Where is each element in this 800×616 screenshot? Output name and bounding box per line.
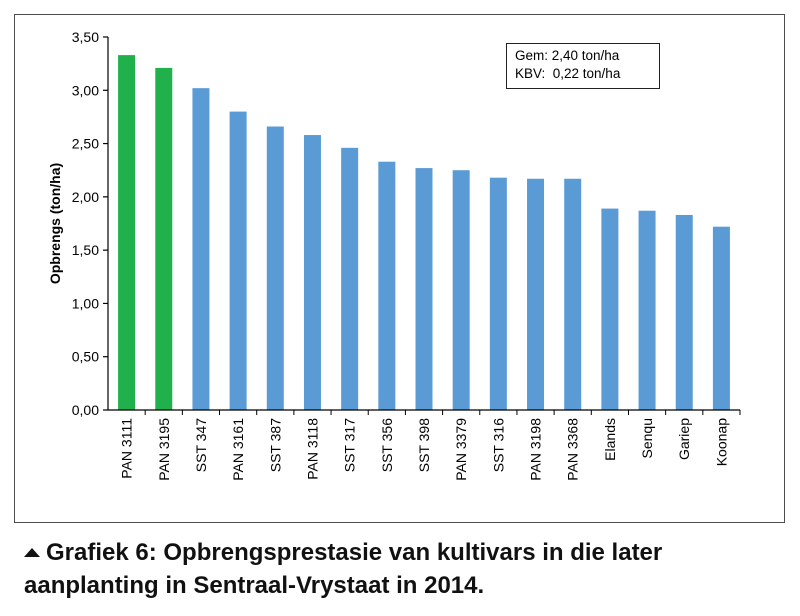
bar-chart: 0,00 0,50 1,00 1,50 2,00 2,50 3,00 3,50 PAN 311… xyxy=(47,29,741,481)
bar xyxy=(341,147,359,410)
x-tick-label: SST 347 xyxy=(193,418,209,472)
bar xyxy=(527,178,545,410)
y-tick-label: 0,50 xyxy=(72,349,99,365)
bar xyxy=(452,170,470,410)
bar xyxy=(118,55,136,411)
x-tick-label: SST 316 xyxy=(490,418,506,472)
bar xyxy=(675,214,693,410)
y-tick-label: 3,50 xyxy=(72,29,99,45)
x-tick-label: PAN 3379 xyxy=(453,418,469,481)
bar xyxy=(415,168,433,410)
bar xyxy=(601,208,619,410)
x-tick-label: PAN 3195 xyxy=(156,418,172,481)
caption-arrow-icon xyxy=(24,548,40,557)
caption-line-1: Grafiek 6: Opbrengsprestasie van kultiva… xyxy=(46,539,663,566)
y-axis: 0,00 0,50 1,00 1,50 2,00 2,50 3,00 3,50 xyxy=(72,29,109,418)
y-tick-label: 1,50 xyxy=(72,242,99,258)
x-tick-label: Senqu xyxy=(639,418,655,458)
bar xyxy=(229,111,247,410)
bars xyxy=(118,55,730,411)
x-tick-label: PAN 3368 xyxy=(565,418,581,481)
x-tick-label: Elands xyxy=(602,418,618,461)
y-tick-label: 2,00 xyxy=(72,189,99,205)
bar xyxy=(378,161,396,410)
bar xyxy=(266,126,284,411)
x-tick-label: SST 398 xyxy=(416,418,432,472)
x-tick-label: Gariep xyxy=(676,418,692,460)
legend-mean: Gem: 2,40 ton/ha xyxy=(515,48,620,63)
bar xyxy=(712,226,730,410)
chart-frame xyxy=(14,14,785,523)
y-axis-title: Opbrengs (ton/ha) xyxy=(47,163,63,284)
x-tick-label: PAN 3161 xyxy=(230,418,246,481)
y-tick-label: 0,00 xyxy=(72,402,99,418)
bar xyxy=(192,88,210,410)
bar xyxy=(638,210,656,410)
x-tick-label: PAN 3111 xyxy=(119,418,135,479)
caption-line-2: aanplanting in Sentraal-Vrystaat in 2014… xyxy=(24,572,485,599)
bar xyxy=(564,178,582,410)
x-tick-label: PAN 3198 xyxy=(528,418,544,481)
x-tick-label: SST 317 xyxy=(342,418,358,472)
x-tick-label: SST 356 xyxy=(379,418,395,472)
x-axis: PAN 3111 PAN 3195 SST 347 PAN 3161 SST 387 PA… xyxy=(108,409,741,481)
x-tick-label: Koonap xyxy=(713,418,729,466)
bar xyxy=(155,67,173,411)
y-tick-label: 3,00 xyxy=(72,82,99,98)
x-tick-label: PAN 3118 xyxy=(304,418,320,480)
y-tick-label: 2,50 xyxy=(72,136,99,152)
legend-box: Gem: 2,40 ton/ha KBV: 0,22 ton/ha xyxy=(506,43,660,89)
legend-cv: KBV: 0,22 ton/ha xyxy=(515,66,621,81)
x-tick-label: SST 387 xyxy=(267,418,283,472)
bar xyxy=(303,135,321,410)
bar xyxy=(489,177,507,410)
y-tick-label: 1,00 xyxy=(72,295,99,311)
